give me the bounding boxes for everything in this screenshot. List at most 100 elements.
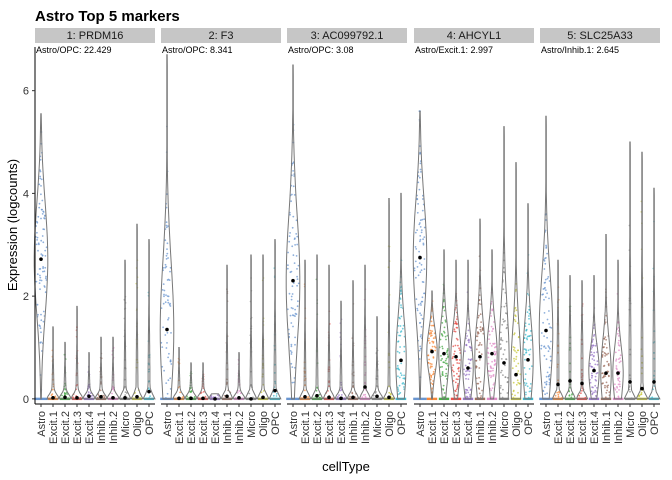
jitter-point [37, 249, 39, 252]
jitter-point [546, 392, 548, 395]
jitter-point [528, 390, 531, 393]
x-tick-label: OPC [523, 411, 535, 435]
jitter-point [595, 372, 598, 375]
jitter-point [492, 367, 494, 370]
jitter-point [492, 383, 495, 386]
jitter-point [548, 374, 551, 376]
jitter-point [490, 325, 493, 328]
x-tick-label: Inhib.1 [475, 411, 487, 444]
jitter-point [397, 368, 400, 370]
jitter-point [419, 335, 422, 338]
jitter-point [307, 396, 309, 398]
jitter-point [542, 293, 544, 296]
jitter-point [40, 313, 42, 316]
jitter-point [529, 334, 532, 337]
jitter-point [167, 356, 170, 359]
mean-point [502, 361, 506, 365]
mean-point [261, 395, 265, 400]
jitter-point [514, 394, 516, 397]
x-tick-label: Inhib.1 [348, 411, 360, 444]
jitter-point [398, 376, 401, 379]
jitter-point [524, 373, 527, 375]
jitter-point [193, 396, 196, 398]
jitter-point [290, 307, 293, 309]
jitter-point [166, 392, 169, 395]
violin [220, 264, 234, 400]
jitter-point [42, 270, 44, 273]
jitter-point [167, 299, 169, 301]
x-tick-label: Micro [499, 411, 511, 438]
jitter-point [164, 263, 167, 266]
jitter-point [87, 391, 90, 394]
jitter-point [492, 327, 495, 330]
jitter-point [526, 338, 529, 341]
jitter-point [297, 282, 300, 285]
jitter-point [544, 393, 546, 396]
jitter-point [289, 350, 292, 352]
jitter-point [594, 384, 597, 387]
jitter-point [372, 394, 375, 397]
jitter-point [414, 246, 417, 248]
jitter-point [292, 307, 294, 310]
jitter-point [595, 379, 598, 382]
violin [426, 290, 438, 400]
jitter-point [161, 365, 164, 368]
jitter-point [463, 373, 465, 375]
jitter-point [291, 366, 294, 368]
jitter-point [423, 268, 426, 270]
jitter-point [169, 360, 172, 363]
jitter-point [528, 335, 531, 338]
jitter-point [421, 198, 424, 200]
jitter-point [548, 323, 550, 325]
jitter-point [466, 395, 468, 398]
jitter-point [315, 389, 318, 392]
jitter-point [543, 335, 545, 337]
jitter-point [475, 359, 478, 362]
jitter-point [413, 269, 416, 272]
jitter-point [503, 349, 506, 351]
jitter-point [35, 280, 38, 283]
jitter-point [286, 267, 289, 270]
jitter-point [527, 349, 530, 352]
jitter-point [512, 381, 515, 384]
jitter-point [606, 386, 609, 389]
jitter-point [423, 292, 426, 295]
jitter-point [43, 217, 46, 220]
jitter-point [479, 380, 482, 383]
jitter-point [457, 367, 459, 370]
jitter-point [491, 360, 493, 363]
jitter-point [546, 371, 549, 374]
jitter-point [594, 375, 597, 378]
jitter-point [167, 301, 170, 304]
jitter-point [162, 283, 165, 285]
jitter-point [417, 274, 420, 277]
jitter-point [414, 260, 417, 263]
y-tick-label: 6 [23, 86, 29, 98]
jitter-point [428, 337, 430, 340]
jitter-point [419, 226, 422, 228]
jitter-point [453, 374, 455, 377]
jitter-point [547, 345, 550, 347]
jitter-point [422, 238, 424, 241]
jitter-point [292, 170, 294, 172]
jitter-point [440, 355, 442, 357]
jitter-point [578, 394, 581, 397]
jitter-point [528, 323, 530, 326]
jitter-point [591, 374, 593, 377]
jitter-point [162, 302, 165, 305]
jitter-point [434, 349, 437, 352]
jitter-point [463, 368, 465, 371]
mean-point [189, 396, 193, 401]
jitter-point [476, 331, 479, 334]
jitter-point [477, 316, 480, 319]
jitter-point [99, 389, 102, 392]
jitter-point [124, 391, 127, 393]
mean-point [580, 381, 584, 386]
jitter-point [592, 335, 595, 337]
jitter-point [629, 390, 631, 393]
jitter-point [615, 358, 618, 361]
jitter-point [619, 385, 621, 388]
jitter-point [428, 358, 430, 361]
